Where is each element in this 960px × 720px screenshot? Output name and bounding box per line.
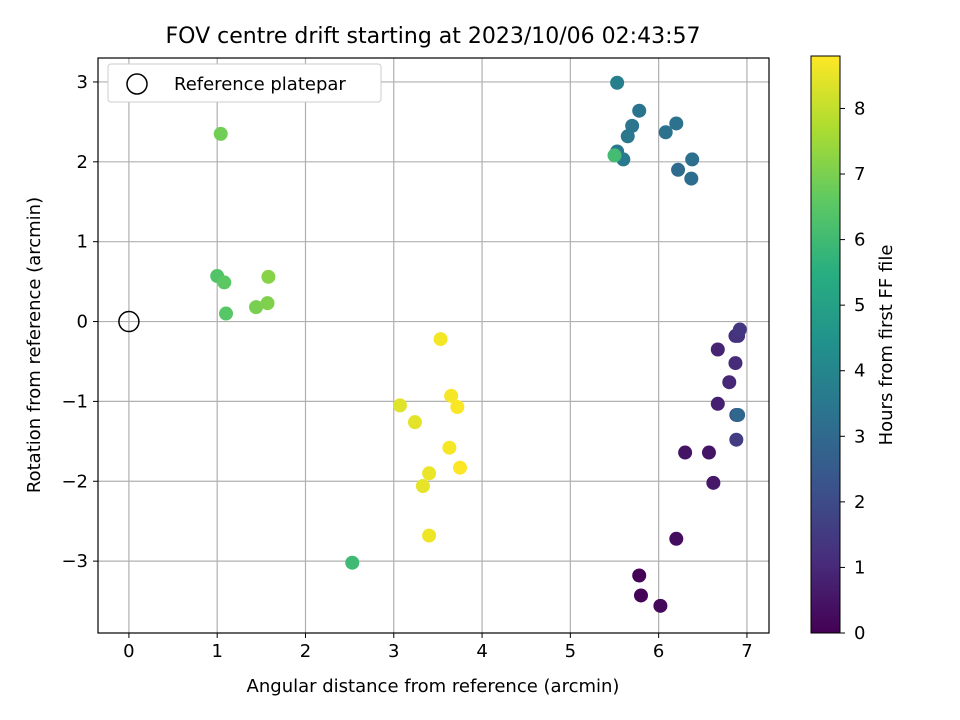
x-tick-label: 2	[300, 641, 311, 662]
data-point	[433, 332, 448, 347]
legend-label-reference: Reference platepar	[174, 74, 346, 95]
colorbar-tick-label: 8	[854, 98, 865, 119]
y-tick-label: 0	[77, 312, 88, 333]
y-tick-label: −3	[61, 551, 88, 572]
y-tick-label: 2	[77, 152, 88, 173]
x-tick-label: 1	[211, 641, 222, 662]
x-tick-label: 5	[565, 641, 576, 662]
data-point	[444, 388, 459, 403]
data-point	[669, 116, 684, 131]
data-point	[620, 129, 635, 144]
legend-box	[107, 63, 382, 103]
data-point	[658, 125, 673, 140]
data-point	[710, 396, 725, 411]
data-point	[260, 296, 275, 311]
data-point	[249, 300, 264, 315]
data-point	[415, 479, 430, 494]
x-tick-label: 0	[123, 641, 134, 662]
data-point	[217, 275, 232, 290]
data-point	[701, 445, 716, 460]
data-point	[685, 152, 700, 167]
colorbar-tick-label: 0	[854, 623, 865, 644]
legend-marker-reference	[126, 73, 148, 95]
data-point	[729, 432, 744, 447]
data-point	[392, 398, 407, 413]
data-point	[345, 555, 360, 570]
colorbar-tick-label: 3	[854, 426, 865, 447]
data-point	[684, 171, 699, 186]
data-point	[442, 440, 457, 455]
colorbar-tick-label: 1	[854, 557, 865, 578]
data-point	[610, 75, 625, 90]
y-axis-label: Rotation from reference (arcmin)	[24, 197, 45, 493]
y-tick-label: 1	[77, 232, 88, 253]
data-point	[261, 269, 276, 284]
colorbar-label: Hours from first FF file	[876, 245, 897, 446]
data-point	[728, 356, 743, 371]
data-point	[706, 475, 721, 490]
colorbar-tick-label: 4	[854, 361, 865, 382]
x-tick-label: 4	[476, 641, 487, 662]
data-point	[710, 342, 725, 357]
legend: Reference platepar	[107, 63, 382, 103]
data-point	[722, 375, 737, 390]
data-point	[732, 322, 747, 337]
colorbar: 0 1 2 3 4 5 6 7 8 Hours from first FF file	[810, 55, 897, 644]
data-point	[422, 466, 437, 481]
data-point	[632, 568, 647, 583]
data-point	[452, 460, 467, 475]
x-axis-label: Angular distance from reference (arcmin)	[247, 676, 620, 697]
colorbar-tick-label: 5	[854, 295, 865, 316]
x-tick-label: 6	[653, 641, 664, 662]
data-point	[607, 148, 622, 163]
colorbar-tick-label: 6	[854, 230, 865, 251]
reference-marker	[118, 310, 140, 333]
y-tick-label: −2	[61, 471, 88, 492]
y-tick-label: −1	[61, 391, 88, 412]
colorbar-tick-label: 2	[854, 492, 865, 513]
y-tick-label: 3	[77, 72, 88, 93]
data-point	[407, 415, 422, 430]
plot-frame	[97, 57, 770, 634]
data-point	[450, 399, 465, 414]
x-tick-label: 3	[388, 641, 399, 662]
data-point	[671, 162, 686, 177]
data-point	[422, 528, 437, 543]
x-tick-label: 7	[741, 641, 752, 662]
colorbar-tick-label: 7	[854, 164, 865, 185]
data-point	[731, 407, 746, 422]
data-point	[632, 103, 647, 118]
data-point	[678, 445, 693, 460]
colorbar-gradient	[810, 55, 841, 634]
data-point	[669, 531, 684, 546]
data-point	[633, 588, 648, 603]
data-point	[219, 306, 234, 321]
data-point	[653, 598, 668, 613]
data-point	[213, 126, 228, 141]
chart-title: FOV centre drift starting at 2023/10/06 …	[166, 24, 701, 49]
